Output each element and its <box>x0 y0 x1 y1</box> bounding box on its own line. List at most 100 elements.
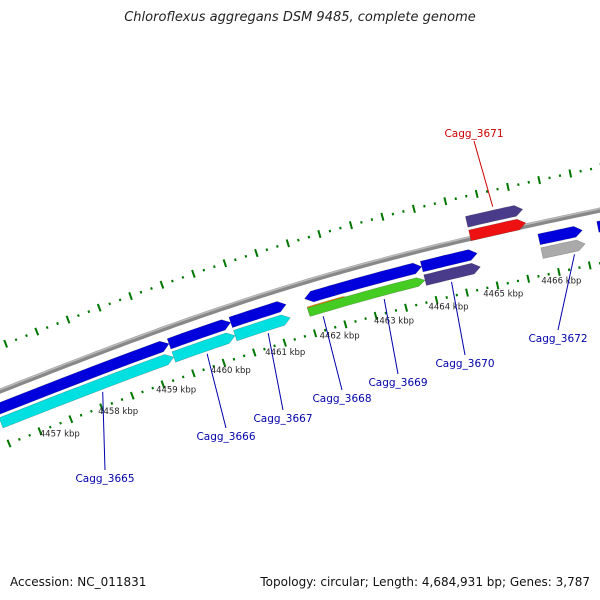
upper-tick <box>423 204 426 208</box>
feature-arrow[interactable] <box>465 205 524 228</box>
lower-tick <box>465 288 469 297</box>
gene-leader-line <box>383 298 399 375</box>
upper-tick <box>159 280 165 289</box>
gene-leader-line <box>473 140 494 207</box>
gene-label[interactable]: Cagg_3669 <box>368 377 427 389</box>
lower-tick <box>79 413 83 417</box>
gene-label[interactable]: Cagg_3668 <box>312 393 371 405</box>
upper-tick <box>558 174 562 178</box>
gene-label[interactable]: Cagg_3672 <box>528 333 587 345</box>
upper-tick <box>254 248 259 258</box>
upper-tick <box>65 315 71 324</box>
gene-label[interactable]: Cagg_3667 <box>253 413 312 425</box>
map-title: Chloroflexus aggregans DSM 9485, complet… <box>124 10 476 25</box>
backbone-line <box>0 207 600 394</box>
lower-tick <box>425 301 428 304</box>
upper-tick <box>222 259 228 268</box>
lower-tick <box>587 261 592 270</box>
lower-tick <box>273 344 276 348</box>
scale-tick-label: 4465 kbp <box>483 290 523 300</box>
upper-tick <box>579 169 582 173</box>
upper-tick <box>370 218 374 221</box>
cds-arrow[interactable] <box>0 340 170 415</box>
scale-tick-label: 4457 kbp <box>40 429 80 439</box>
feature-arrow[interactable] <box>423 262 481 286</box>
gene-label[interactable]: Cagg_3666 <box>196 431 255 443</box>
lower-tick <box>17 437 21 441</box>
lower-tick <box>333 325 337 329</box>
lower-tick <box>537 274 540 278</box>
gene-label[interactable]: Cagg_3670 <box>435 358 494 370</box>
lower-tick <box>578 266 581 270</box>
gene-leader-line <box>322 316 343 391</box>
lower-tick <box>129 391 135 400</box>
lower-tick <box>293 338 297 341</box>
lower-tick <box>567 268 571 272</box>
lower-tick <box>151 386 155 390</box>
cds-arrow[interactable] <box>419 249 478 273</box>
cds-arrow[interactable] <box>596 213 600 233</box>
gene-leader-line <box>451 281 466 356</box>
cds-arrow[interactable] <box>333 262 423 296</box>
lower-tick <box>48 425 52 429</box>
lower-tick <box>141 390 144 394</box>
upper-tick <box>411 204 416 213</box>
lower-tick <box>242 354 246 358</box>
lower-tick <box>364 317 367 321</box>
scale-tick-label: 4463 kbp <box>374 316 414 326</box>
upper-tick <box>77 314 80 318</box>
upper-tick <box>3 339 9 348</box>
upper-tick <box>87 310 91 314</box>
lower-tick <box>312 329 318 338</box>
upper-tick-track <box>3 163 600 348</box>
lower-tick <box>212 364 216 368</box>
gene-label[interactable]: Cagg_3671 <box>444 128 503 140</box>
gene-leader-line <box>102 391 106 471</box>
lower-tick <box>384 311 388 315</box>
lower-tick <box>37 427 43 436</box>
lower-tick <box>434 295 439 305</box>
lower-tick <box>445 296 448 299</box>
upper-tick <box>328 229 332 233</box>
scale-tick-label: 4464 kbp <box>428 302 468 312</box>
lower-tick <box>526 274 531 283</box>
cds-arrow[interactable] <box>171 332 236 363</box>
upper-tick <box>128 291 133 301</box>
upper-tick <box>150 287 153 290</box>
cds-arrow[interactable] <box>166 319 232 350</box>
scale-labels: 4457 kbp 4458 kbp 4459 kbp 4460 kbp 4461 kbp… <box>40 277 582 440</box>
lower-tick <box>475 288 479 292</box>
upper-tick <box>589 167 593 171</box>
cds-arrow[interactable] <box>0 354 175 429</box>
lower-tick <box>28 433 32 437</box>
gene-label[interactable]: Cagg_3665 <box>75 473 134 485</box>
upper-tick <box>118 298 122 302</box>
cds-arrow[interactable] <box>228 301 287 328</box>
lower-tick <box>181 375 185 379</box>
feature-arrow[interactable] <box>540 239 586 259</box>
scale-tick-label: 4466 kbp <box>541 277 581 287</box>
lower-tick <box>323 328 327 332</box>
genome-backbone <box>0 207 600 394</box>
feature-track[interactable] <box>0 205 600 429</box>
upper-tick <box>485 190 489 193</box>
upper-tick <box>45 326 49 330</box>
lower-tick <box>89 409 93 413</box>
lower-tick <box>495 281 500 290</box>
lower-tick <box>221 358 227 367</box>
upper-tick <box>506 182 510 192</box>
cds-arrow[interactable] <box>233 314 291 342</box>
lower-tick-track <box>6 261 600 448</box>
cds-arrow[interactable] <box>537 226 583 246</box>
lower-tick <box>232 357 236 361</box>
highlighted-arrow[interactable] <box>468 218 527 242</box>
upper-tick <box>433 202 437 206</box>
upper-tick <box>517 183 520 187</box>
upper-tick <box>339 226 342 230</box>
lower-tick <box>99 403 104 412</box>
lower-tick <box>516 279 520 283</box>
gene-leader-line <box>267 333 284 411</box>
upper-tick <box>191 269 196 278</box>
feature-arrow[interactable] <box>307 277 426 317</box>
